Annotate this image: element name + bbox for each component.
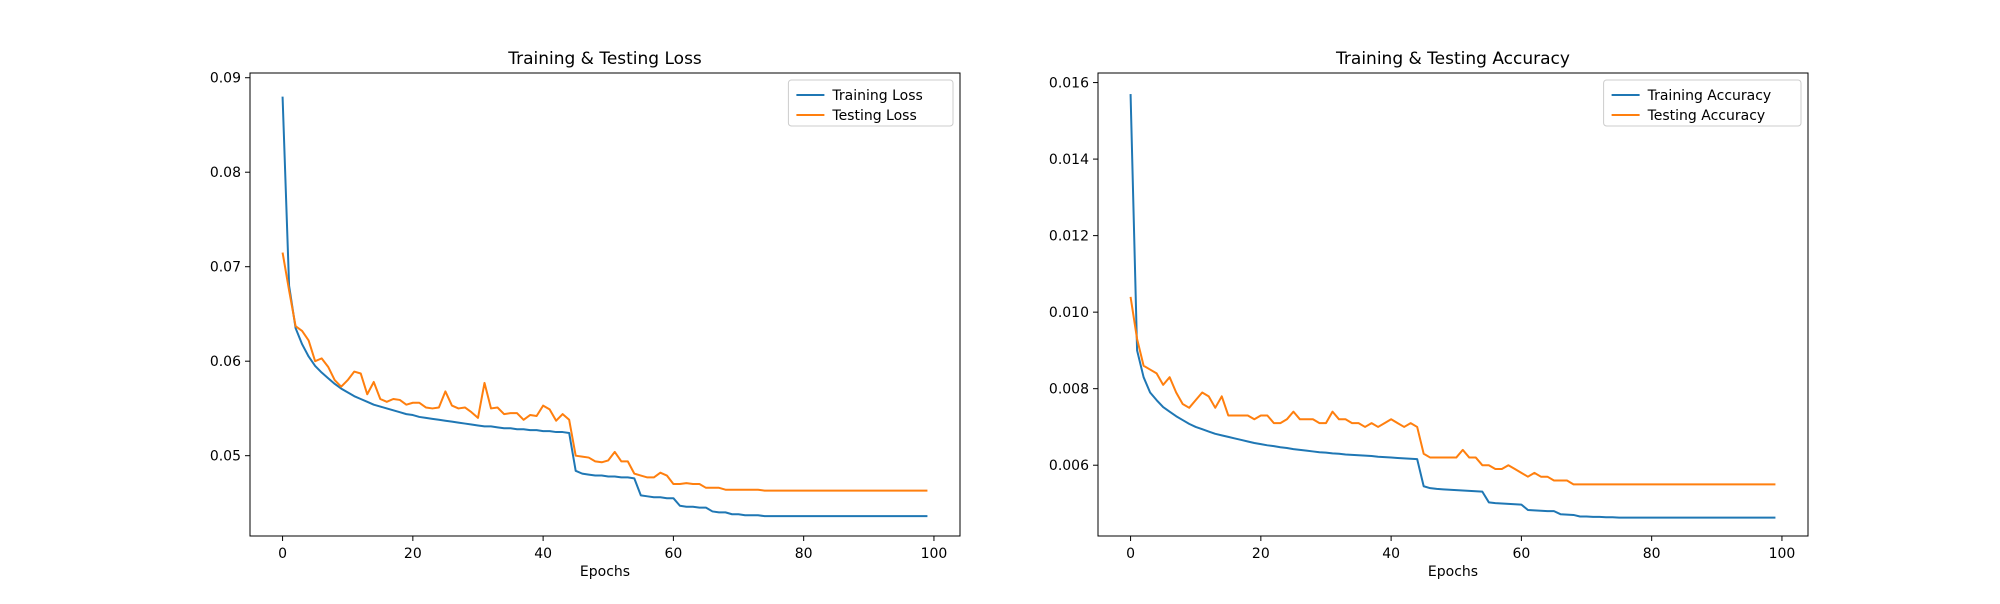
accuracy-x-tick-label: 0 (1126, 546, 1135, 562)
loss-x-axis-label: Epochs (580, 564, 630, 580)
loss-y-tick-label: 0.07 (210, 260, 241, 276)
accuracy-y-tick-label: 0.008 (1049, 382, 1089, 398)
accuracy-y-tick-label: 0.014 (1049, 152, 1089, 168)
loss-y-tick-label: 0.06 (210, 354, 241, 370)
accuracy-legend: Training Accuracy Testing Accuracy (1604, 80, 1801, 126)
loss-y-tick-label: 0.05 (210, 449, 241, 465)
accuracy-chart: 0 20 40 60 80 100 0.006 0.008 0.010 0.012 0.014 0.0… (1049, 49, 1808, 580)
accuracy-series-line-training (1131, 94, 1776, 518)
accuracy-x-tick-label: 80 (1643, 546, 1661, 562)
loss-x-tick-label: 0 (278, 546, 287, 562)
loss-axes-frame (250, 73, 960, 536)
accuracy-chart-title: Training & Testing Accuracy (1335, 49, 1570, 69)
loss-series-line-testing (283, 253, 928, 491)
accuracy-x-axis-label: Epochs (1428, 564, 1478, 580)
accuracy-legend-label: Testing Accuracy (1647, 108, 1766, 124)
loss-chart: 0 20 40 60 80 100 0.05 0.06 0.07 0.08 0.09 Training… (210, 49, 960, 580)
accuracy-x-tick-label: 40 (1382, 546, 1400, 562)
loss-chart-title: Training & Testing Loss (507, 49, 702, 69)
accuracy-y-tick-label: 0.010 (1049, 305, 1089, 321)
accuracy-y-tick-label: 0.006 (1049, 458, 1089, 474)
accuracy-x-tick-label: 100 (1769, 546, 1796, 562)
accuracy-axes-frame (1098, 73, 1808, 536)
accuracy-legend-label: Training Accuracy (1647, 88, 1772, 104)
loss-x-tick-label: 60 (664, 546, 682, 562)
loss-y-tick-label: 0.08 (210, 165, 241, 181)
loss-legend-label: Testing Loss (831, 108, 916, 124)
accuracy-x-tick-label: 20 (1252, 546, 1270, 562)
accuracy-series-line-testing (1131, 297, 1776, 484)
loss-legend-label: Training Loss (831, 88, 922, 104)
loss-series-line-training (283, 97, 928, 517)
loss-x-tick-label: 80 (795, 546, 813, 562)
accuracy-x-tick-label: 60 (1512, 546, 1530, 562)
accuracy-y-tick-label: 0.012 (1049, 229, 1089, 245)
loss-y-tick-label: 0.09 (210, 71, 241, 87)
loss-x-tick-label: 100 (921, 546, 948, 562)
accuracy-y-tick-label: 0.016 (1049, 76, 1089, 92)
loss-x-tick-label: 40 (534, 546, 552, 562)
loss-x-tick-label: 20 (404, 546, 422, 562)
loss-legend: Training Loss Testing Loss (788, 80, 953, 126)
